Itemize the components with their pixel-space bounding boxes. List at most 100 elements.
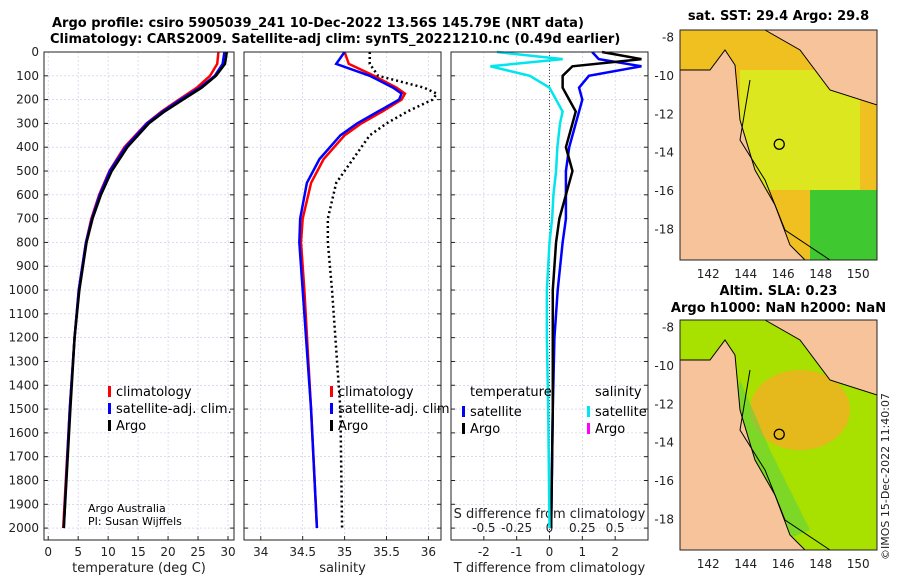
series-line-argo bbox=[62, 51, 229, 529]
x-tick-label: 30 bbox=[220, 545, 235, 559]
legend-title-temperature: temperature bbox=[470, 385, 552, 400]
bathymetry-contour bbox=[739, 369, 831, 551]
legend-entry: satellite-adj. clim. bbox=[116, 402, 232, 417]
x-tick-label: -1 bbox=[511, 545, 523, 559]
lon-tick-label: 148 bbox=[809, 557, 832, 571]
plot-frame bbox=[243, 51, 442, 541]
x-axis-label: temperature (deg C) bbox=[72, 561, 206, 576]
x-tick-label: 1 bbox=[579, 545, 587, 559]
x-tick-label: 36 bbox=[421, 545, 436, 559]
bathymetry-contour bbox=[739, 79, 831, 261]
ocean-field-high bbox=[750, 370, 850, 450]
lat-tick-label: -14 bbox=[654, 436, 674, 450]
x-axis-label: salinity bbox=[319, 561, 366, 576]
legend-entry: Argo bbox=[116, 419, 146, 434]
legend-entry: Argo bbox=[338, 419, 368, 434]
legend-entry: satellite bbox=[595, 405, 647, 420]
legend-swatch bbox=[462, 406, 465, 417]
x-tick-label: 34 bbox=[253, 545, 268, 559]
legend-title-salinity: salinity bbox=[595, 385, 642, 400]
lat-tick-label: -8 bbox=[662, 321, 674, 335]
argo-float-marker bbox=[773, 428, 785, 440]
depth-tick-label: 1500 bbox=[8, 402, 39, 416]
depth-tick-label: 400 bbox=[16, 140, 39, 154]
s-diff-tick-label: -0.25 bbox=[501, 521, 532, 535]
depth-tick-label: 1700 bbox=[8, 450, 39, 464]
lon-tick-label: 144 bbox=[734, 557, 757, 571]
depth-tick-label: 1900 bbox=[8, 497, 39, 511]
lat-tick-label: -16 bbox=[654, 474, 674, 488]
legend-swatch bbox=[108, 403, 111, 414]
depth-tick-label: 1200 bbox=[8, 331, 39, 345]
legend-swatch bbox=[108, 420, 111, 431]
legend-entry: climatology bbox=[338, 385, 414, 400]
x-tick-label: -2 bbox=[478, 545, 490, 559]
map-sst_map: 142 144 146 148 150 -8 -10 -12 -14 -16 -18 sat. SST… bbox=[654, 9, 878, 281]
depth-tick-label: 1600 bbox=[8, 426, 39, 440]
lon-tick-label: 146 bbox=[772, 557, 795, 571]
x-tick-label: 15 bbox=[130, 545, 145, 559]
lat-tick-label: -14 bbox=[654, 146, 674, 160]
lat-tick-label: -16 bbox=[654, 184, 674, 198]
legend-entry: Argo bbox=[470, 422, 500, 437]
series-line-climatology bbox=[299, 51, 407, 529]
series-line-argo bbox=[326, 52, 439, 529]
depth-tick-label: 300 bbox=[16, 116, 39, 130]
depth-tick-label: 2000 bbox=[8, 521, 39, 535]
depth-tick-label: 800 bbox=[16, 235, 39, 249]
lon-tick-label: 142 bbox=[697, 557, 720, 571]
plot-frame bbox=[450, 51, 649, 541]
lat-tick-label: -10 bbox=[654, 69, 674, 83]
depth-tick-label: 700 bbox=[16, 212, 39, 226]
x-tick-label: 10 bbox=[100, 545, 115, 559]
legend-entry: climatology bbox=[116, 385, 192, 400]
x-tick-label: 35.5 bbox=[373, 545, 400, 559]
imos-timestamp: ©IMOS 15-Dec-2022 11:40:07 bbox=[879, 393, 892, 560]
legend-swatch bbox=[462, 423, 465, 434]
x-tick-label: 34.5 bbox=[289, 545, 316, 559]
figure-title: Argo profile: csiro 5905039_241 10-Dec-2… bbox=[52, 16, 584, 31]
series-line-satellite-adj-clim- bbox=[298, 51, 404, 529]
credit-line: Argo Australia bbox=[88, 502, 166, 515]
depth-tick-label: 1300 bbox=[8, 354, 39, 368]
series-line-t-argo bbox=[549, 50, 642, 529]
lon-tick-label: 142 bbox=[697, 267, 720, 281]
plot-area-temp bbox=[44, 52, 234, 540]
credit-line: PI: Susan Wijffels bbox=[88, 515, 182, 528]
x-tick-label: 2 bbox=[611, 545, 619, 559]
plot-frame bbox=[43, 51, 235, 541]
lon-tick-label: 150 bbox=[847, 267, 870, 281]
map-frame bbox=[679, 29, 878, 261]
s-diff-tick-label: 0.5 bbox=[606, 521, 625, 535]
x-tick-label: 0 bbox=[546, 545, 554, 559]
legend-swatch bbox=[587, 423, 590, 434]
lat-tick-label: -12 bbox=[654, 397, 674, 411]
x-tick-label: 20 bbox=[160, 545, 175, 559]
depth-tick-label: 1400 bbox=[8, 378, 39, 392]
plot-area-sal bbox=[244, 52, 441, 540]
ocean-field-cool bbox=[810, 190, 877, 260]
lat-tick-label: -18 bbox=[654, 512, 674, 526]
legend-swatch bbox=[330, 420, 333, 431]
legend-entry: satellite-adj. clim. bbox=[338, 402, 454, 417]
depth-tick-label: 600 bbox=[16, 188, 39, 202]
series-line-t-satellite bbox=[549, 51, 642, 529]
s-diff-tick-label: -0.5 bbox=[472, 521, 495, 535]
depth-tick-label: 1000 bbox=[8, 283, 39, 297]
legend-swatch bbox=[330, 403, 333, 414]
x-tick-label: 0 bbox=[44, 545, 52, 559]
lat-tick-label: -8 bbox=[662, 31, 674, 45]
lon-tick-label: 148 bbox=[809, 267, 832, 281]
x-tick-label: 5 bbox=[74, 545, 82, 559]
depth-tick-label: 1100 bbox=[8, 307, 39, 321]
lon-tick-label: 146 bbox=[772, 267, 795, 281]
depth-tick-label: 0 bbox=[31, 45, 39, 59]
s-diff-tick-label: 0.25 bbox=[569, 521, 596, 535]
depth-tick-label: 1800 bbox=[8, 473, 39, 487]
map-title: sat. SST: 29.4 Argo: 29.8 bbox=[688, 9, 869, 24]
depth-tick-label: 500 bbox=[16, 164, 39, 178]
lon-tick-label: 150 bbox=[847, 557, 870, 571]
argo-float-marker bbox=[773, 138, 785, 150]
